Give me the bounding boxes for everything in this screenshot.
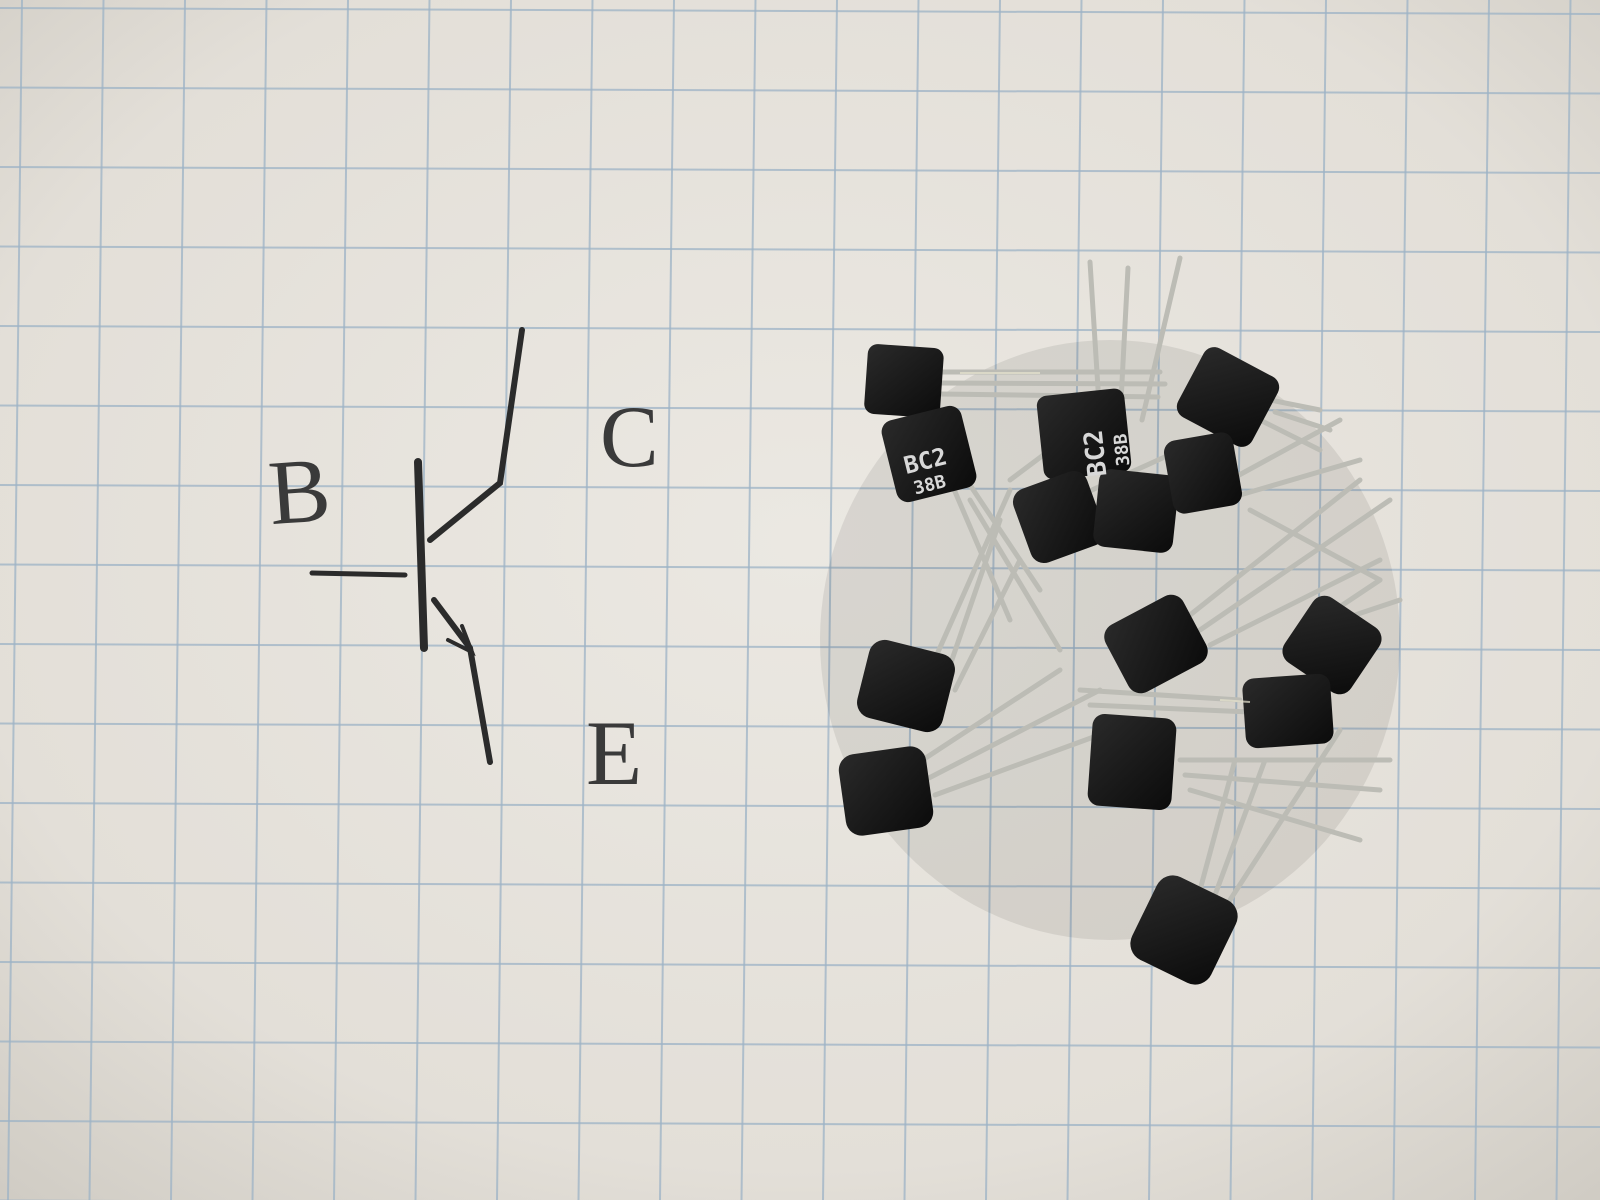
sketch-label-collector: C — [600, 389, 659, 486]
grid-vertical-line — [1148, 0, 1164, 1200]
sketch-base-lead — [309, 570, 408, 578]
grid-horizontal-line — [0, 961, 1600, 969]
transistor-body-12 — [1242, 673, 1334, 749]
grid-horizontal-line — [0, 166, 1600, 174]
sketch-emitter-arrow — [446, 624, 476, 657]
transistor-body-5 — [1012, 470, 1106, 564]
sketch-label-base: B — [265, 438, 333, 544]
grid-vertical-line — [1474, 0, 1490, 1200]
grid-vertical-line — [7, 0, 23, 1200]
grid-vertical-line — [251, 0, 268, 1200]
grid-vertical-line — [903, 0, 920, 1200]
grid-horizontal-line — [0, 325, 1600, 333]
grid-horizontal-line — [0, 404, 1600, 413]
grid-vertical-line — [659, 0, 675, 1200]
transistor-body-7 — [1164, 432, 1242, 514]
grid-horizontal-line — [0, 1040, 1600, 1049]
transistor-body-13 — [1087, 713, 1177, 811]
grid-vertical-line — [88, 0, 105, 1200]
grid-horizontal-line — [0, 245, 1600, 254]
sketch-label-emitter: E — [586, 702, 642, 804]
grid-vertical-line — [1555, 0, 1572, 1200]
transistor-body-10 — [1104, 594, 1208, 694]
transistor-body-6 — [1093, 469, 1179, 553]
grid-horizontal-line — [0, 86, 1600, 95]
sketch-base-bar — [414, 458, 428, 652]
transistor-body-3 — [1036, 388, 1132, 480]
grid-vertical-line — [333, 0, 349, 1200]
transistor-body-2 — [881, 405, 977, 503]
marking-38b-center: 38B — [1110, 432, 1134, 467]
grid-horizontal-line — [0, 1120, 1600, 1128]
sketch-collector-lead — [427, 327, 525, 543]
grid-vertical-line — [170, 0, 186, 1200]
grid-horizontal-line — [0, 7, 1600, 15]
transistor-body-4 — [1176, 347, 1280, 447]
lead-glints — [960, 372, 1251, 703]
grid-vertical-line — [985, 0, 1001, 1200]
transistor-sketch — [309, 327, 525, 765]
grid-vertical-line — [740, 0, 757, 1200]
transistor-body-8 — [857, 639, 955, 733]
grid-horizontal-line — [0, 484, 1600, 492]
transistor-body-11 — [1282, 595, 1382, 695]
grid-vertical-line — [1066, 0, 1083, 1200]
transistor-body-14 — [1130, 875, 1238, 985]
grid-horizontal-line — [0, 563, 1600, 572]
transistor-body-1 — [864, 344, 944, 418]
grid-horizontal-line — [0, 881, 1600, 890]
grid-vertical-line — [1229, 0, 1246, 1200]
transistor-pile — [838, 344, 1382, 985]
grid-vertical-line — [822, 0, 838, 1200]
grid-vertical-line — [577, 0, 594, 1200]
grid-horizontal-line — [0, 802, 1600, 810]
grid-vertical-line — [496, 0, 512, 1200]
grid-horizontal-line — [0, 722, 1600, 731]
transistor-body-9 — [838, 746, 934, 836]
marking-bc2-center: BC2 — [1079, 428, 1114, 478]
